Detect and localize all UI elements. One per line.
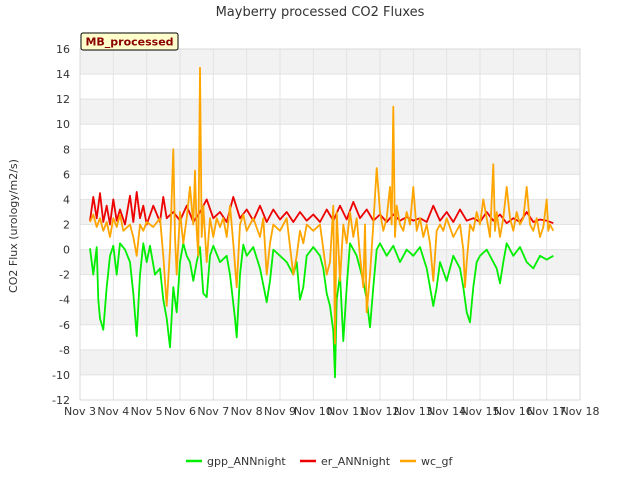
x-tick-label: Nov 18 [561, 405, 600, 418]
y-tick-label: 6 [63, 168, 70, 181]
y-tick-label: -12 [52, 394, 70, 407]
y-tick-label: 14 [56, 68, 70, 81]
x-tick-label: Nov 12 [361, 405, 400, 418]
plot-frame [79, 48, 581, 401]
series-line-gpp_ANNnight [89, 242, 554, 379]
x-tick-label: Nov 7 [197, 405, 229, 418]
legend-label-gpp_ANNnight: gpp_ANNnight [207, 455, 286, 468]
y-tick-label: 4 [63, 193, 70, 206]
series-line-wc_gf [89, 66, 555, 345]
badge-box [80, 32, 179, 51]
x-tick-label: Nov 9 [264, 405, 296, 418]
y-tick-label: -2 [59, 269, 70, 282]
plot-background-bands [80, 49, 580, 375]
x-tick-label: Nov 6 [164, 405, 196, 418]
x-tick-label: Nov 16 [494, 405, 533, 418]
y-tick-label: 2 [63, 219, 70, 232]
x-tick-label: Nov 17 [527, 405, 566, 418]
plot-band [80, 99, 580, 125]
x-tick-label: Nov 5 [131, 405, 163, 418]
gridlines [79, 48, 581, 401]
legend: gpp_ANNnight er_ANNnight wc_gf [186, 455, 454, 468]
legend-label-wc_gf: wc_gf [421, 455, 454, 468]
chart-title: Mayberry processed CO2 Fluxes [216, 5, 425, 20]
y-tick-label: 0 [63, 244, 70, 257]
legend-label-er_ANNnight: er_ANNnight [321, 455, 391, 468]
x-tick-label: Nov 15 [461, 405, 500, 418]
y-tick-label: 10 [56, 118, 70, 131]
x-tick-label: Nov 8 [231, 405, 263, 418]
plot-band [80, 49, 580, 75]
y-tick-label: -10 [52, 369, 70, 382]
y-axis-label: CO2 Flux (urology/m2/s) [7, 159, 20, 293]
plot-band [80, 349, 580, 375]
y-tick-label: 16 [56, 43, 70, 56]
x-tick-label: Nov 3 [64, 405, 96, 418]
x-tick-label: Nov 10 [294, 405, 333, 418]
y-tick-label: -6 [59, 319, 70, 332]
x-tick-label: Nov 14 [427, 405, 466, 418]
x-tick-label: Nov 11 [327, 405, 366, 418]
y-tick-label: 8 [63, 143, 70, 156]
badge-label: MB_processed [85, 36, 173, 49]
series-layer [89, 66, 555, 379]
plot-band [80, 149, 580, 175]
y-tick-label: -8 [59, 344, 70, 357]
series-line-er_ANNnight [89, 191, 554, 226]
y-tick-label: 12 [56, 93, 70, 106]
x-tick-label: Nov 13 [394, 405, 433, 418]
y-tick-label: -4 [59, 294, 70, 307]
y-axis-ticks: -12 -10 -8 -6 -4 -2 0 2 4 6 8 10 12 14 16 [52, 43, 70, 407]
x-tick-label: Nov 4 [97, 405, 129, 418]
badge: MB_processed [80, 32, 179, 51]
